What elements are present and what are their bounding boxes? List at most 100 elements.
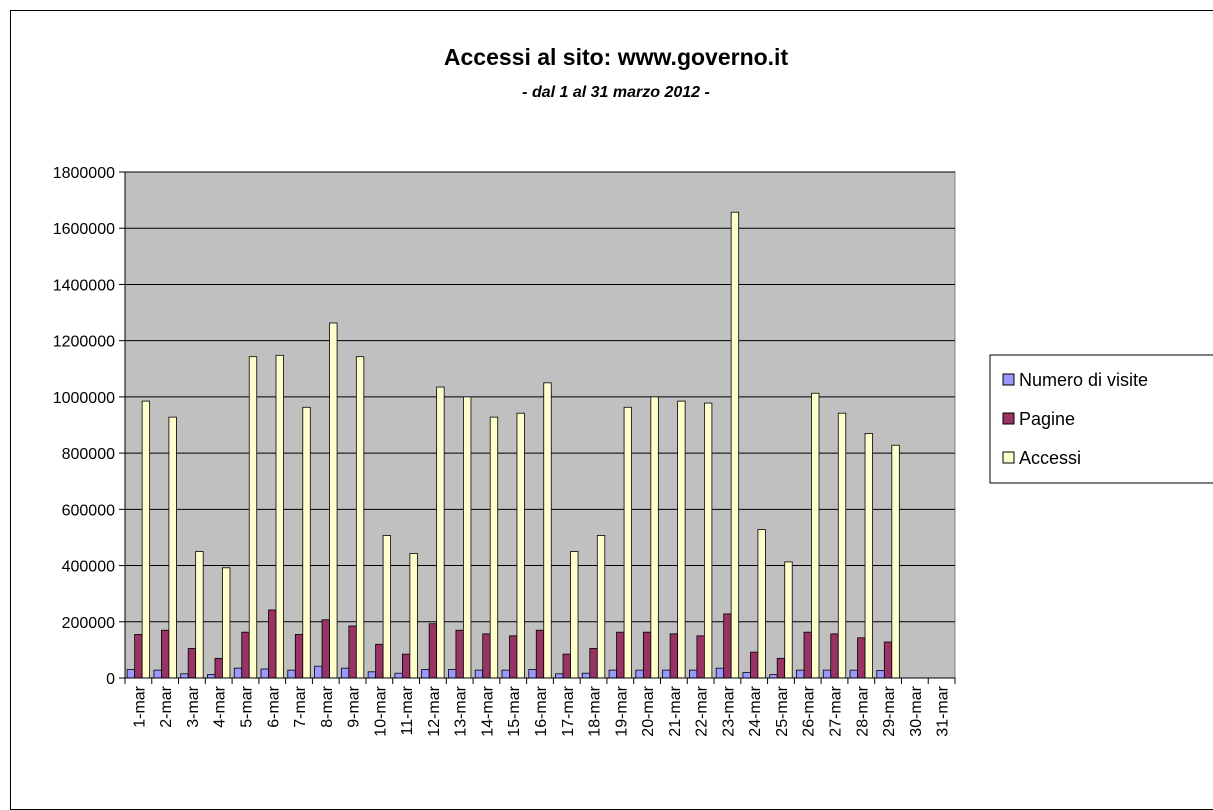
bar-numero-di-visite-22-mar: [688, 669, 698, 679]
bar-numero-di-visite-14-mar: [474, 669, 484, 679]
bar-pagine-9-mar: [348, 625, 357, 679]
y-tick-label: 1600000: [53, 221, 115, 238]
bar-pagine-24-mar: [750, 651, 759, 679]
x-tick-label: 13-mar: [453, 685, 470, 736]
bar-accessi-23-mar: [730, 211, 740, 679]
x-tick-label: 8-mar: [319, 685, 336, 727]
bar-accessi-3-mar: [195, 551, 204, 679]
bar-accessi-16-mar: [543, 382, 552, 679]
bar-pagine-13-mar: [455, 629, 464, 679]
bar-pagine-16-mar: [535, 629, 545, 679]
x-tick-label: 15-mar: [506, 685, 523, 736]
bar-accessi-1-mar: [141, 400, 151, 679]
bar-numero-di-visite-13-mar: [448, 669, 457, 679]
bar-pagine-4-mar: [214, 657, 223, 679]
bar-numero-di-visite-16-mar: [528, 669, 537, 679]
x-tick-label: 1-mar: [131, 685, 148, 727]
bar-numero-di-visite-1-mar: [126, 669, 136, 679]
bar-accessi-17-mar: [570, 551, 579, 679]
bar-numero-di-visite-26-mar: [796, 669, 805, 679]
x-tick-label: 3-mar: [185, 685, 202, 727]
y-tick-label: 0: [106, 671, 115, 688]
bar-numero-di-visite-29-mar: [876, 670, 885, 679]
bar-accessi-2-mar: [168, 416, 177, 679]
x-tick-label: 7-mar: [292, 685, 309, 727]
bar-pagine-17-mar: [562, 653, 571, 679]
bar-numero-di-visite-10-mar: [367, 671, 377, 679]
x-tick-label: 27-mar: [828, 685, 845, 736]
bar-pagine-26-mar: [803, 631, 812, 679]
y-tick-label: 400000: [62, 559, 115, 576]
x-tick-label: 18-mar: [587, 685, 604, 736]
bar-pagine-15-mar: [509, 635, 518, 679]
bar-pagine-2-mar: [161, 629, 170, 679]
bar-pagine-28-mar: [857, 637, 866, 679]
bar-pagine-29-mar: [883, 641, 893, 679]
bar-numero-di-visite-5-mar: [233, 667, 243, 679]
bar-pagine-21-mar: [669, 633, 679, 679]
bar-numero-di-visite-19-mar: [608, 669, 617, 679]
x-tick-label: 23-mar: [720, 685, 737, 736]
x-tick-label: 16-mar: [533, 685, 550, 736]
bar-numero-di-visite-4-mar: [207, 674, 216, 679]
x-tick-label: 12-mar: [426, 685, 443, 736]
bar-numero-di-visite-3-mar: [180, 673, 189, 679]
bar-pagine-27-mar: [830, 633, 839, 679]
bar-pagine-22-mar: [696, 635, 705, 679]
bar-accessi-6-mar: [275, 354, 284, 679]
legend-label: Numero di visite: [1019, 370, 1148, 390]
bar-pagine-23-mar: [723, 613, 732, 679]
bar-accessi-27-mar: [837, 412, 847, 679]
bar-accessi-12-mar: [436, 386, 445, 679]
bar-pagine-11-mar: [401, 653, 411, 679]
y-tick-label: 800000: [62, 446, 115, 463]
bar-pagine-6-mar: [268, 609, 277, 679]
legend-label: Pagine: [1019, 409, 1075, 429]
bar-accessi-5-mar: [248, 356, 258, 679]
y-tick-label: 1000000: [53, 390, 115, 407]
legend-label: Accessi: [1019, 448, 1081, 468]
bar-accessi-20-mar: [650, 396, 659, 679]
bar-pagine-20-mar: [642, 631, 652, 679]
x-tick-label: 25-mar: [774, 685, 791, 736]
legend-swatch: [1002, 373, 1015, 386]
x-tick-label: 30-mar: [908, 685, 925, 736]
x-axis-ticks: 1-mar 2-mar 3-mar 4-mar 5-mar 6-mar 7-mar 8-mar…: [131, 685, 951, 736]
bar-numero-di-visite-8-mar: [314, 665, 323, 679]
x-tick-label: 5-mar: [238, 685, 255, 727]
bar-accessi-11-mar: [409, 553, 418, 679]
x-tick-label: 19-mar: [613, 685, 630, 736]
legend-swatch: [1002, 451, 1015, 464]
chart-title: Accessi al sito: www.governo.it: [444, 44, 789, 70]
bar-numero-di-visite-2-mar: [153, 669, 162, 679]
bar-accessi-10-mar: [382, 535, 392, 679]
bar-numero-di-visite-24-mar: [742, 671, 751, 679]
bar-numero-di-visite-27-mar: [822, 669, 832, 679]
bar-accessi-18-mar: [596, 535, 606, 679]
bar-accessi-22-mar: [703, 402, 713, 679]
bar-pagine-8-mar: [321, 619, 330, 679]
bar-numero-di-visite-25-mar: [769, 674, 778, 679]
bar-numero-di-visite-7-mar: [287, 669, 296, 679]
x-tick-label: 31-mar: [935, 685, 952, 736]
bar-accessi-7-mar: [302, 406, 311, 679]
y-tick-label: 600000: [62, 502, 115, 519]
bar-numero-di-visite-28-mar: [849, 669, 858, 679]
bar-accessi-14-mar: [489, 416, 499, 679]
bar-accessi-28-mar: [864, 433, 873, 679]
legend-box: [989, 354, 1213, 484]
y-tick-label: 200000: [62, 615, 115, 632]
bar-accessi-4-mar: [222, 567, 231, 679]
y-tick-label: 1800000: [53, 165, 115, 182]
bar-pagine-7-mar: [294, 634, 304, 679]
legend-swatch: [1002, 412, 1015, 425]
bar-pagine-18-mar: [589, 648, 598, 679]
bar-numero-di-visite-17-mar: [555, 673, 564, 679]
y-axis-ticks: 0 200000 400000 600000 800000 1000000 1200000 1…: [53, 165, 115, 688]
x-tick-label: 22-mar: [694, 685, 711, 736]
x-tick-label: 17-mar: [560, 685, 577, 736]
bar-accessi-19-mar: [623, 406, 632, 679]
x-tick-label: 20-mar: [640, 685, 657, 736]
bar-accessi-13-mar: [463, 396, 472, 679]
